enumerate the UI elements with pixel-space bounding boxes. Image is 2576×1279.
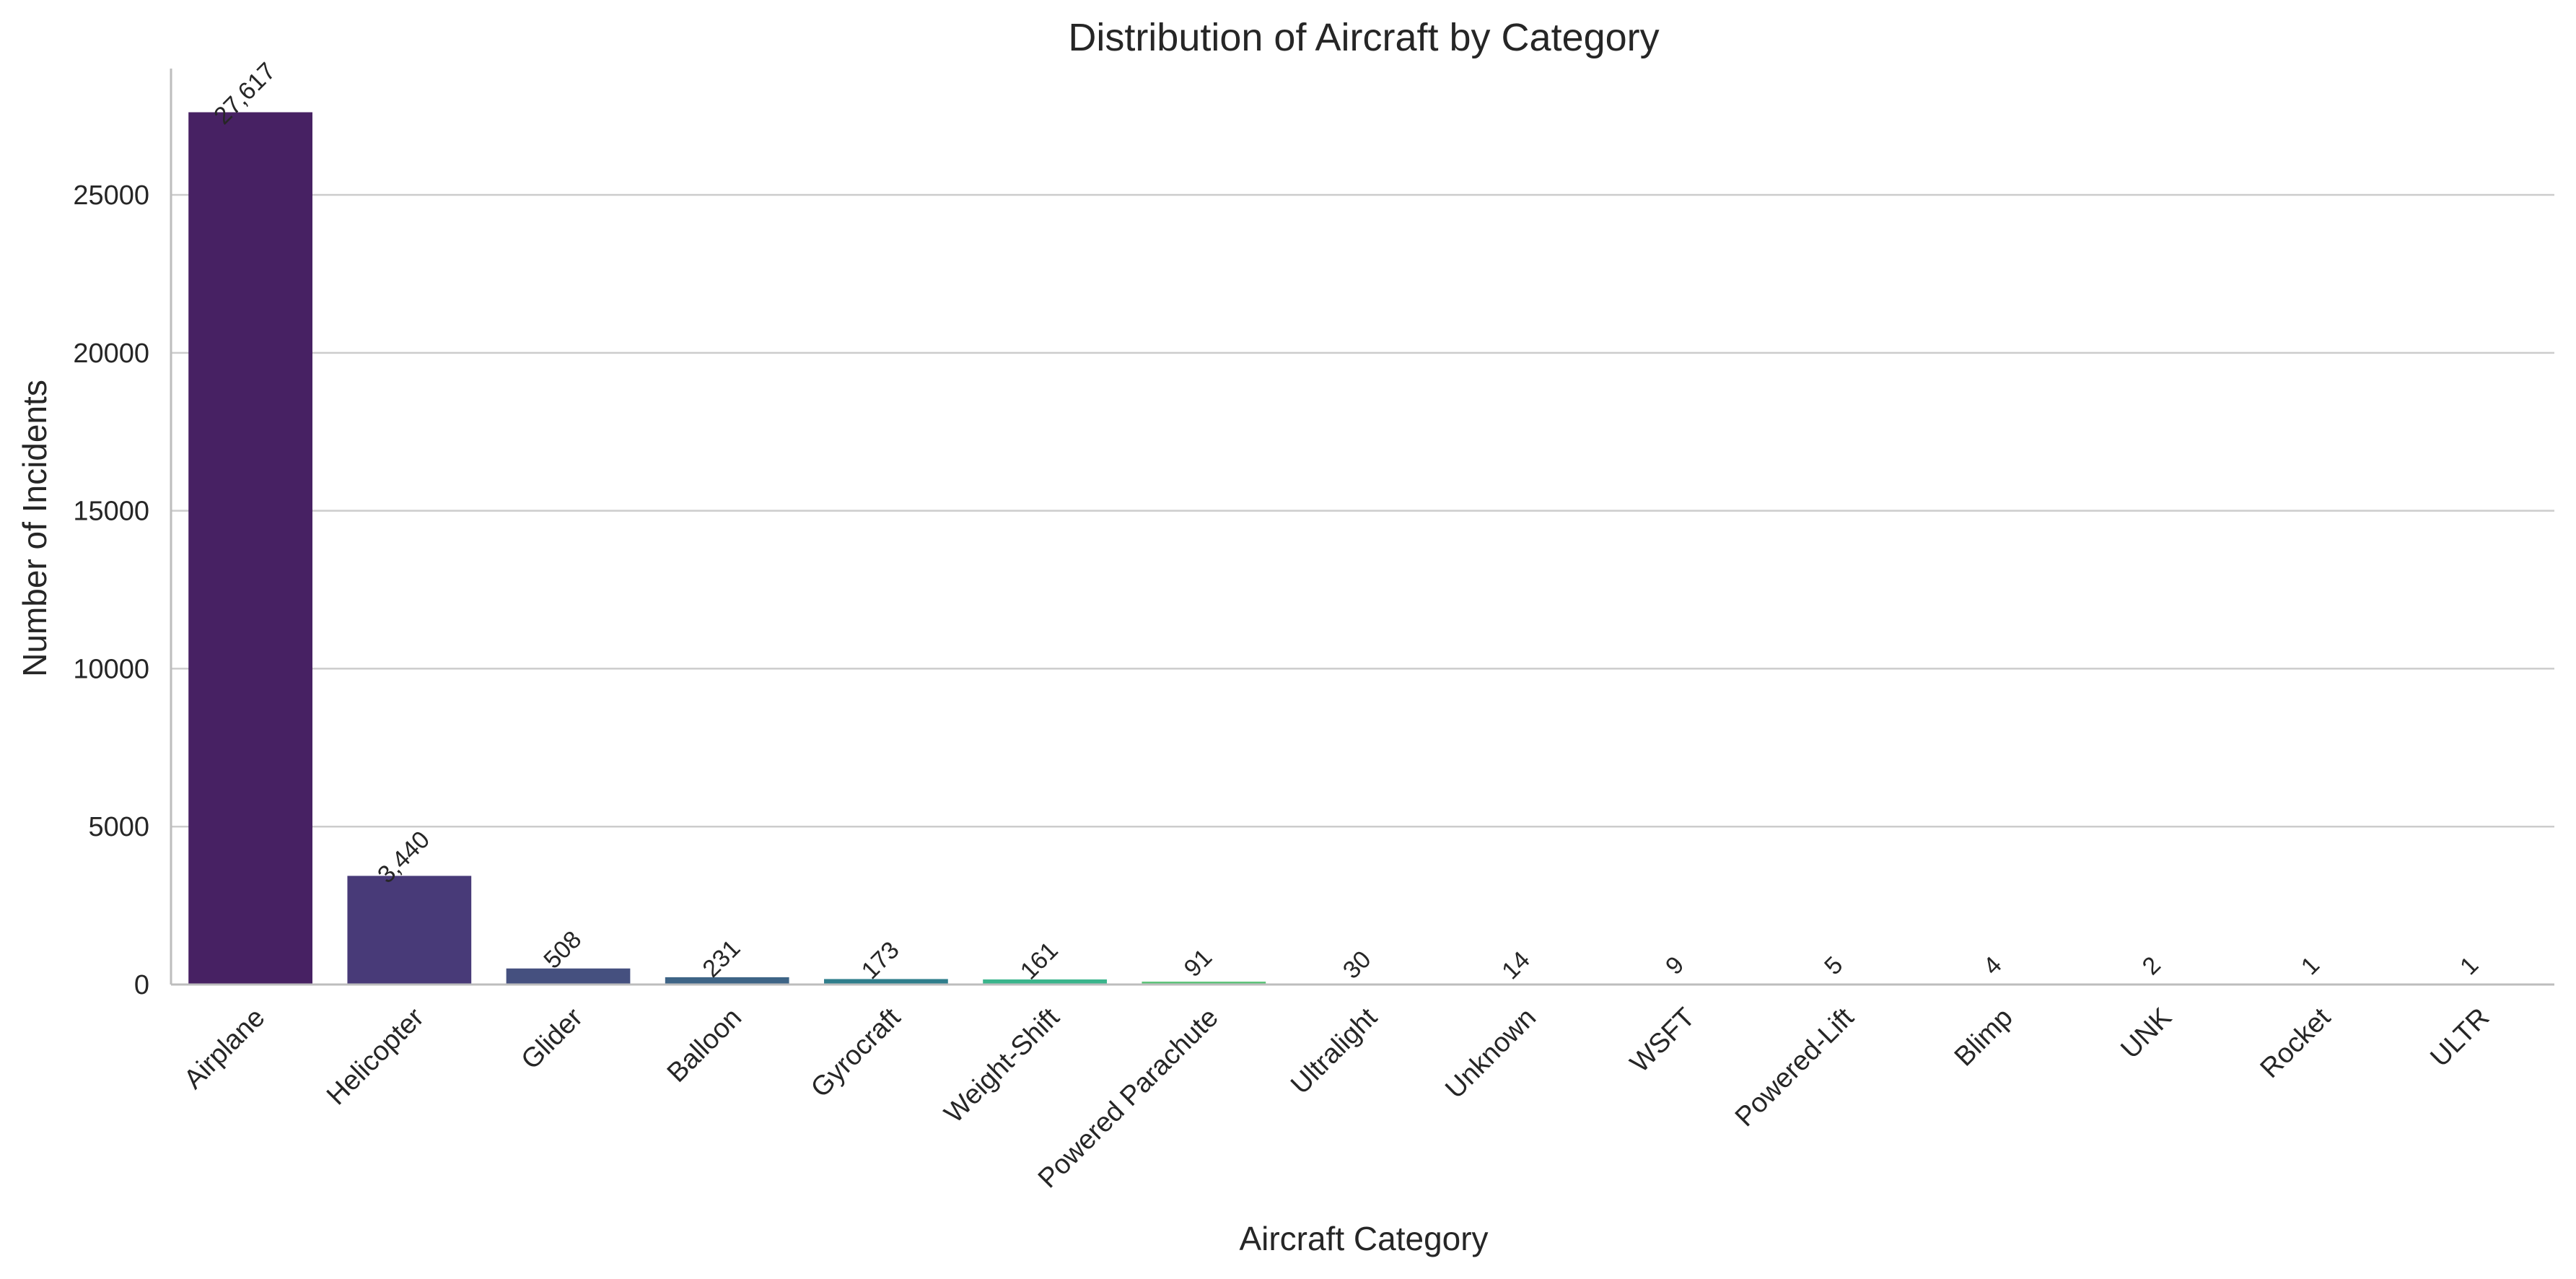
bar (1142, 982, 1266, 985)
x-axis-ticks: Airplane Helicopter Glider Balloon Gyrocraft… (178, 1002, 2495, 1194)
bar-value-label: 161 (1015, 937, 1064, 985)
bar-value-label: 30 (1338, 946, 1377, 985)
x-tick-label: Unknown (1440, 1003, 1542, 1105)
y-tick-label: 5000 (88, 812, 149, 842)
y-tick-label: 20000 (73, 339, 149, 369)
x-tick-label: Gyrocraft (805, 1002, 906, 1103)
bar-value-label: 4 (1978, 951, 2007, 980)
bar-value-label: 2 (2137, 951, 2166, 980)
bar-value-label: 5 (1819, 951, 1848, 980)
x-tick-label: Glider (515, 1002, 589, 1075)
bar-value-label: 231 (697, 935, 745, 983)
bar (824, 979, 948, 985)
bar-value-label: 508 (538, 925, 587, 974)
y-tick-label: 25000 (73, 180, 149, 211)
x-tick-label: Rocket (2255, 1002, 2337, 1084)
bars (188, 112, 2537, 985)
bar (665, 977, 789, 985)
bar (983, 979, 1107, 985)
bar-value-label: 1 (2296, 951, 2325, 980)
bar-value-label: 1 (2455, 951, 2484, 980)
x-tick-label: Powered-Lift (1730, 1002, 1860, 1132)
bar (188, 112, 312, 985)
bar-value-label: 14 (1497, 946, 1535, 985)
chart-title: Distribution of Aircraft by Category (1068, 16, 1659, 59)
x-axis-label: Aircraft Category (1239, 1220, 1488, 1257)
x-tick-label: Helicopter (321, 1002, 430, 1111)
x-tick-label: Blimp (1949, 1003, 2019, 1073)
y-axis-ticks: 0 5000 10000 15000 20000 25000 (73, 180, 149, 1000)
x-tick-label: Balloon (662, 1003, 748, 1088)
x-tick-label: WSFT (1624, 1003, 1701, 1079)
bar (506, 968, 631, 985)
y-tick-label: 0 (134, 970, 149, 1000)
grid-lines (171, 193, 2554, 828)
x-tick-label: Airplane (178, 1003, 271, 1095)
x-tick-label: UNK (2115, 1003, 2177, 1065)
y-tick-label: 10000 (73, 654, 149, 684)
bar-value-label: 91 (1179, 943, 1218, 982)
bar-value-label: 173 (857, 936, 905, 985)
bar (347, 876, 472, 985)
x-tick-label: ULTR (2424, 1003, 2495, 1073)
x-tick-label: Weight-Shift (939, 1002, 1066, 1129)
y-axis-label: Number of Incidents (16, 380, 53, 677)
x-tick-label: Powered Parachute (1033, 1003, 1225, 1195)
x-tick-label: Ultralight (1285, 1002, 1383, 1100)
bar-value-label: 9 (1660, 951, 1689, 980)
y-tick-label: 15000 (73, 497, 149, 527)
